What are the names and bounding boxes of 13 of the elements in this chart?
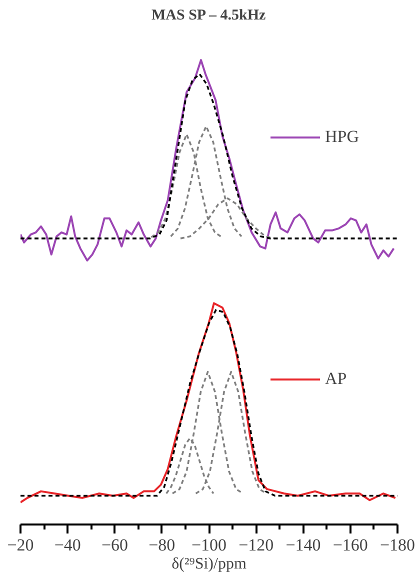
x-tick-label: −120 [238,536,274,554]
chart-title: MAS SP – 4.5kHz [152,8,266,24]
legend-label: AP [325,369,347,389]
x-tick-label: −60 [101,536,128,554]
x-tick-label: −180 [380,536,416,554]
x-tick-label: −160 [332,536,368,554]
x-tick-label: −100 [191,536,227,554]
x-tick-label: −80 [148,536,176,554]
x-tick-label: −40 [54,536,81,554]
x-tick-label: −140 [286,536,321,554]
x-tick-label: −20 [7,536,34,554]
x-axis-title: δ(²⁹Si)/ppm [172,556,247,572]
legend-label: HPG [325,127,360,147]
